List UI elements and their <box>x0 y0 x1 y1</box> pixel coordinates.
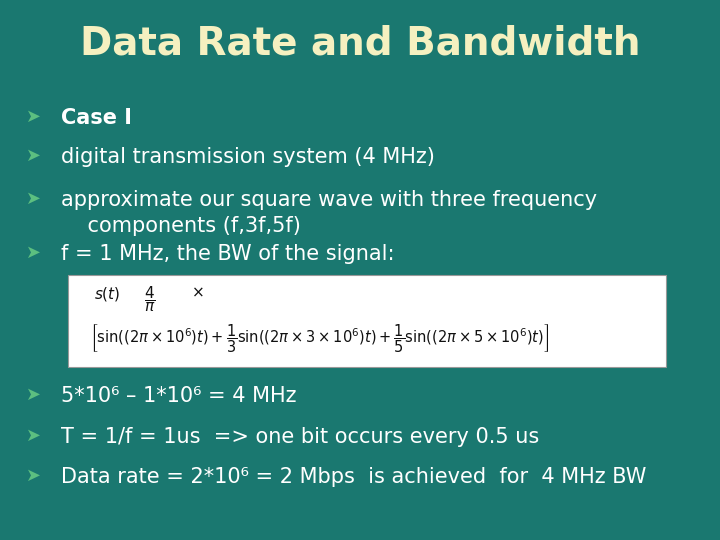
Text: Data Rate and Bandwidth: Data Rate and Bandwidth <box>80 24 640 62</box>
Text: ➤: ➤ <box>25 467 40 485</box>
Text: ➤: ➤ <box>25 147 40 165</box>
Text: $s(t)$: $s(t)$ <box>94 285 120 302</box>
Text: $\dfrac{4}{\pi}$: $\dfrac{4}{\pi}$ <box>144 285 156 314</box>
Text: $\left[\sin((2\pi \times 10^6)t) + \dfrac{1}{3}\sin((2\pi \times 3 \times 10^6)t: $\left[\sin((2\pi \times 10^6)t) + \dfra… <box>90 322 549 355</box>
Text: approximate our square wave with three frequency
    components (f,3f,5f): approximate our square wave with three f… <box>61 190 598 235</box>
Text: ➤: ➤ <box>25 190 40 208</box>
Text: Case I: Case I <box>61 108 132 128</box>
Text: T = 1/f = 1us  => one bit occurs every 0.5 us: T = 1/f = 1us => one bit occurs every 0.… <box>61 427 539 447</box>
Text: ➤: ➤ <box>25 386 40 404</box>
FancyBboxPatch shape <box>68 275 666 367</box>
Text: ➤: ➤ <box>25 244 40 262</box>
Text: ➤: ➤ <box>25 427 40 444</box>
Text: ➤: ➤ <box>25 108 40 126</box>
Text: 5*10⁶ – 1*10⁶ = 4 MHz: 5*10⁶ – 1*10⁶ = 4 MHz <box>61 386 297 406</box>
Text: Data rate = 2*10⁶ = 2 Mbps  is achieved  for  4 MHz BW: Data rate = 2*10⁶ = 2 Mbps is achieved f… <box>61 467 647 487</box>
Text: digital transmission system (4 MHz): digital transmission system (4 MHz) <box>61 147 435 167</box>
Text: $\times$: $\times$ <box>191 285 204 300</box>
Text: f = 1 MHz, the BW of the signal:: f = 1 MHz, the BW of the signal: <box>61 244 395 264</box>
